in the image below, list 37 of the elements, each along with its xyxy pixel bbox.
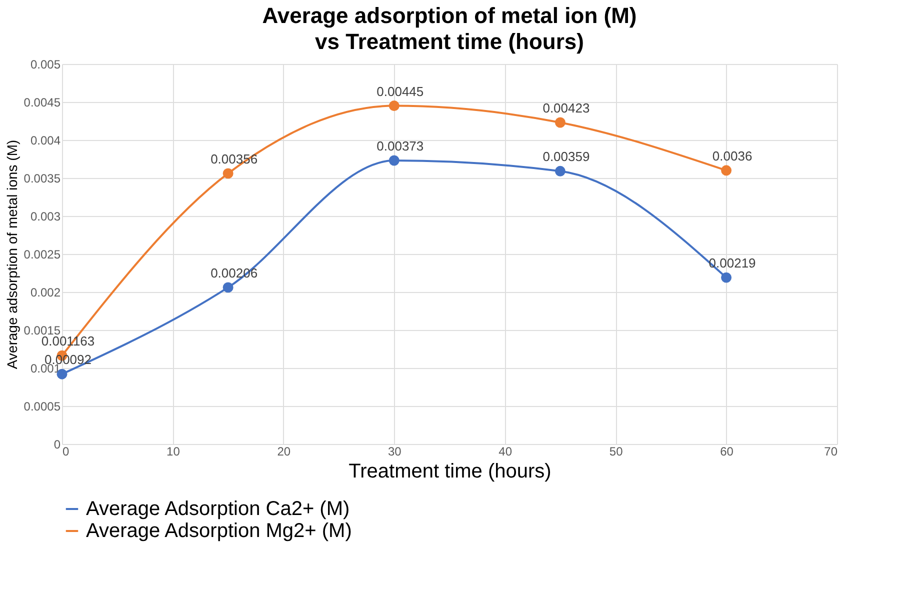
y-tick-label: 0.0035: [24, 172, 61, 186]
x-tick-label: 50: [609, 444, 624, 458]
point: [56, 368, 68, 380]
x-tick-label: 10: [166, 444, 180, 458]
y-tick-label: 0.004: [30, 134, 61, 148]
data-label: 0.00445: [376, 84, 424, 99]
legend-label: Average Adsorption Mg2+ (M): [86, 520, 352, 542]
y-tick-label: 0.0025: [24, 248, 61, 262]
y-tick-label: 0.002: [30, 286, 61, 300]
x-tick-label: 0: [62, 444, 70, 458]
data-label: 0.00373: [376, 138, 424, 154]
chart-title: Average adsorption of metal ion (M) vs Treatment time (hours): [262, 3, 637, 54]
data-label: 0.00359: [542, 149, 590, 164]
point: [222, 168, 234, 179]
point: [222, 282, 234, 293]
data-label: 0.00423: [542, 100, 590, 116]
x-tick-label: 40: [498, 444, 512, 458]
y-tick-label: 0.005: [30, 58, 61, 72]
point: [721, 272, 732, 283]
data-label: 0.0036: [712, 148, 752, 164]
x-tick-label: 70: [824, 444, 838, 458]
x-tick-label: 20: [277, 444, 291, 458]
y-tick-label: 0.003: [30, 210, 61, 224]
point: [554, 166, 566, 176]
point: [721, 165, 732, 176]
y-tick-label: 0.0045: [24, 96, 61, 110]
point: [388, 155, 400, 166]
x-axis-title: Treatment time (hours): [348, 460, 552, 482]
y-tick-label: 0.0005: [24, 400, 61, 414]
point: [554, 117, 566, 128]
x-tick-label: 30: [388, 444, 402, 458]
y-tick-label: 0.0015: [24, 324, 61, 338]
point: [388, 100, 400, 112]
legend-label: Average Adsorption Ca2+ (M): [86, 498, 350, 520]
x-tick-label: 60: [720, 444, 734, 458]
y-axis-title: Average adsorption of metal ions (M): [4, 140, 20, 370]
data-label: 0.00219: [708, 256, 756, 271]
